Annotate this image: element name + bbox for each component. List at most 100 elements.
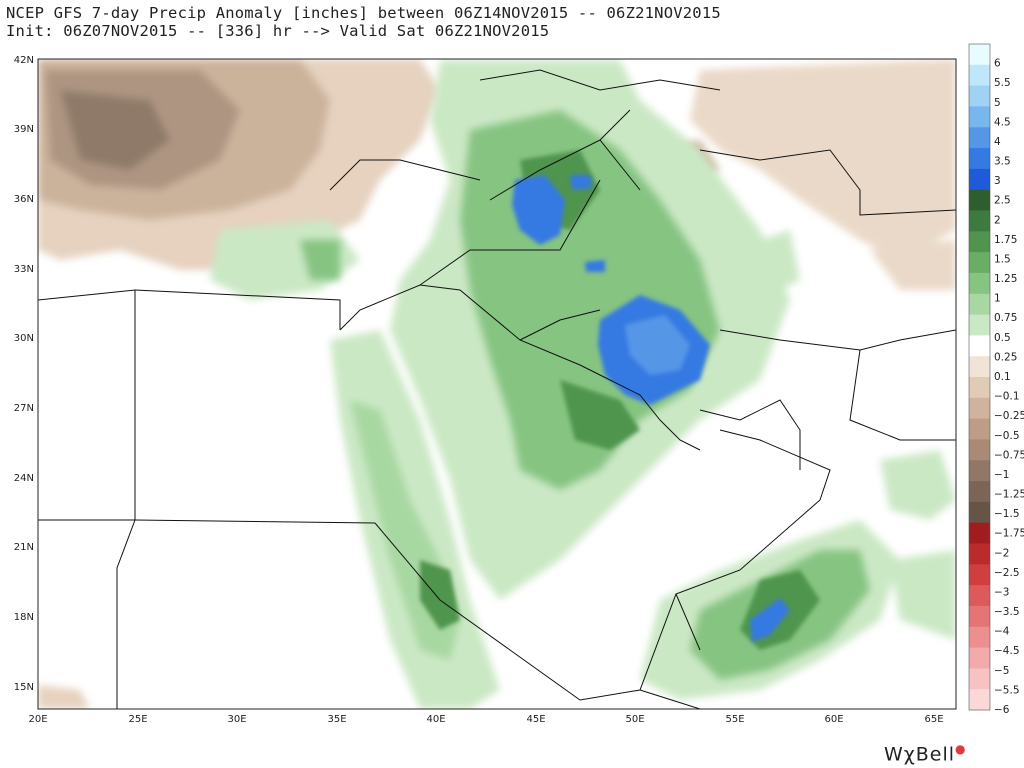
legend-label: −0.75	[994, 449, 1024, 461]
legend-label: 4.5	[994, 116, 1011, 128]
legend-swatch	[969, 481, 990, 503]
legend-swatch	[969, 543, 990, 565]
legend-swatch	[969, 148, 990, 170]
lon-tick-label: 45E	[526, 714, 545, 725]
legend-label: 0.75	[994, 312, 1017, 324]
dry-anomaly-region	[38, 59, 956, 709]
legend-label: −1.25	[994, 489, 1024, 501]
map-title: NCEP GFS 7-day Precip Anomaly [inches] b…	[6, 4, 721, 22]
lat-tick-label: 15N	[14, 682, 34, 693]
legend-swatch	[969, 64, 990, 86]
lat-tick-label: 42N	[14, 55, 34, 66]
legend-label: 5	[994, 97, 1001, 109]
legend-swatch	[969, 231, 990, 253]
legend-label: −2.5	[994, 567, 1020, 579]
legend-swatch	[969, 564, 990, 586]
lon-tick-label: 35E	[327, 714, 346, 725]
legend-label: −0.25	[994, 410, 1024, 422]
legend-swatch	[969, 647, 990, 669]
lon-tick-label: 20E	[28, 714, 47, 725]
legend-label: 0.25	[994, 351, 1017, 363]
brand-name: WχBell	[884, 743, 956, 766]
legend-swatch	[969, 439, 990, 461]
legend-label: 2	[994, 214, 1001, 226]
legend-label: −4	[994, 626, 1010, 638]
legend-swatch	[969, 189, 990, 211]
legend-swatch	[969, 397, 990, 419]
legend-label: 1	[994, 293, 1001, 305]
legend-swatch	[969, 668, 990, 690]
color-legend: 6 5.5 5 4.5 4 3.5 3 2.5 2 1.75 1.5 1.25 1 0.75 0.5 0.25…	[968, 43, 1024, 716]
heavy-precip-blue	[512, 175, 790, 642]
lat-tick-label: 18N	[14, 612, 34, 623]
legend-swatch	[969, 168, 990, 191]
legend-swatch	[969, 210, 990, 232]
lat-tick-label: 36N	[14, 194, 34, 205]
legend-label: 6	[994, 58, 1001, 70]
legend-swatch	[969, 585, 990, 607]
legend-label: 1.75	[994, 234, 1017, 246]
legend-swatch	[969, 377, 990, 399]
legend-label: −1.75	[994, 528, 1024, 540]
legend-label: 0.5	[994, 332, 1011, 344]
legend-label: −0.1	[994, 391, 1020, 403]
legend-swatch	[969, 44, 990, 66]
legend-swatch	[969, 605, 990, 628]
lat-tick-label: 24N	[14, 473, 34, 484]
lon-tick-label: 25E	[128, 714, 147, 725]
lon-tick-label: 40E	[426, 714, 445, 725]
legend-label: −6	[994, 704, 1010, 716]
legend-swatch	[969, 522, 990, 544]
legend-swatch	[969, 252, 990, 274]
latitude-axis: 42N 39N 36N 33N 30N 27N 24N 21N 18N 15N	[14, 55, 34, 693]
lat-tick-label: 30N	[14, 333, 34, 344]
map-field	[38, 59, 956, 709]
legend-swatch	[969, 106, 990, 128]
legend-label: 0.1	[994, 371, 1011, 383]
legend-label: −0.5	[994, 430, 1020, 442]
legend-label: 1.5	[994, 254, 1011, 266]
legend-label: −3	[994, 587, 1009, 599]
country-borders	[38, 69, 956, 709]
map-frame	[37, 58, 957, 710]
legend-swatch	[969, 626, 990, 648]
lon-tick-label: 30E	[227, 714, 246, 725]
lat-tick-label: 27N	[14, 403, 34, 414]
legend-label: 2.5	[994, 195, 1011, 207]
longitude-axis: 20E 25E 30E 35E 40E 45E 50E 55E 60E 65E	[28, 714, 943, 725]
legend-label: −2	[994, 547, 1009, 559]
legend-swatch	[969, 272, 990, 295]
legend-label: −5	[994, 665, 1009, 677]
legend-label: −4.5	[994, 645, 1020, 657]
legend-swatch	[969, 335, 990, 357]
brand-dot-icon: ●	[955, 742, 967, 756]
map-subtitle: Init: 06Z07NOV2015 -- [336] hr --> Valid…	[6, 22, 550, 40]
legend-swatch	[969, 460, 990, 482]
legend-swatch	[969, 418, 990, 440]
legend-label: −5.5	[994, 684, 1020, 696]
lon-tick-label: 65E	[924, 714, 943, 725]
legend-label: −1	[994, 469, 1009, 481]
legend-label: 4	[994, 136, 1001, 148]
legend-swatch	[969, 127, 990, 149]
legend-label: 3	[994, 175, 1001, 187]
legend-swatch	[969, 501, 990, 524]
wxbell-logo: WχBell●	[884, 742, 967, 765]
lon-tick-label: 55E	[725, 714, 744, 725]
legend-label: 1.25	[994, 273, 1017, 285]
legend-label: 5.5	[994, 77, 1011, 89]
lat-tick-label: 21N	[14, 542, 34, 553]
legend-label: −1.5	[994, 508, 1020, 520]
legend-swatch	[969, 293, 990, 315]
lon-tick-label: 60E	[824, 714, 843, 725]
lat-tick-label: 33N	[14, 264, 34, 275]
legend-swatch	[969, 314, 990, 336]
legend-swatch	[969, 356, 990, 378]
legend-swatch	[969, 85, 990, 107]
legend-frame	[968, 43, 991, 711]
lat-tick-label: 39N	[14, 124, 34, 135]
legend-label: 3.5	[994, 156, 1011, 168]
lon-tick-label: 50E	[625, 714, 644, 725]
legend-swatch	[969, 689, 990, 711]
